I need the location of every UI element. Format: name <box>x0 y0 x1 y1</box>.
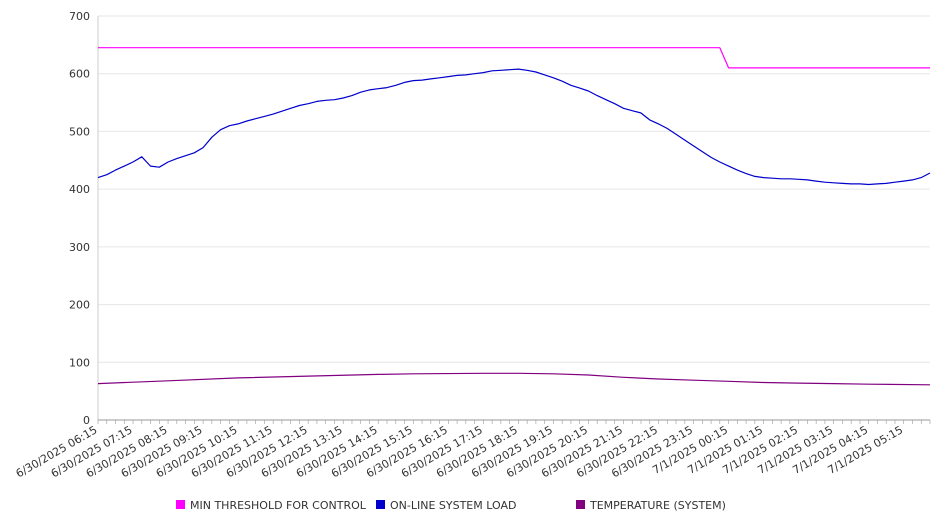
y-tick-label: 300 <box>69 241 90 254</box>
y-tick-label: 600 <box>69 68 90 81</box>
y-tick-label: 700 <box>69 10 90 23</box>
series-line-0 <box>98 47 930 69</box>
legend-label: TEMPERATURE (SYSTEM) <box>589 499 726 512</box>
legend-swatch <box>176 500 185 509</box>
y-tick-label: 100 <box>69 356 90 369</box>
legend: MIN THRESHOLD FOR CONTROL ON-LINE SYSTEM … <box>176 499 726 512</box>
y-tick-label: 500 <box>69 125 90 138</box>
grid-layer <box>98 15 930 363</box>
series-layer <box>97 47 931 386</box>
y-tick-label: 200 <box>69 299 90 312</box>
legend-swatch <box>376 500 385 509</box>
y-tick-label: 400 <box>69 183 90 196</box>
series-line-2 <box>97 372 931 386</box>
legend-swatch <box>576 500 585 509</box>
series-line-1 <box>97 68 931 186</box>
legend-label: MIN THRESHOLD FOR CONTROL <box>190 499 367 512</box>
legend-label: ON-LINE SYSTEM LOAD <box>390 499 516 512</box>
y-tick-label: 0 <box>83 414 90 427</box>
